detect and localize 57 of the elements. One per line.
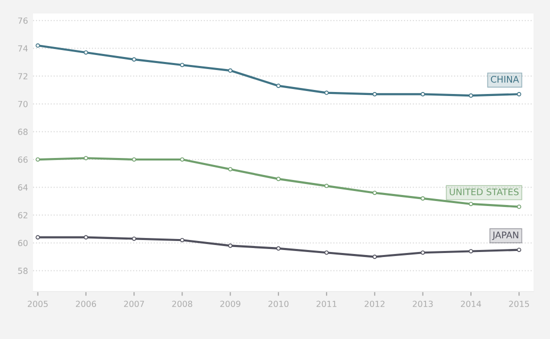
series-label: CHINA [490,76,519,83]
series-label: UNITED STATES [450,188,519,196]
y-tick-label: 76 [18,17,28,24]
y-tick-label: 74 [18,45,28,52]
point [372,92,377,96]
point [516,92,522,96]
x-tick-label: 2008 [172,300,192,308]
point [36,235,40,240]
x-tick-label: 2007 [124,300,144,308]
series-label: JAPAN [492,232,518,240]
x-tick-label: 2011 [316,300,336,308]
point [36,43,40,48]
point [180,62,184,68]
x-tick-label: 2012 [364,300,384,308]
x-tick-label: 2010 [268,300,288,308]
point [132,157,136,162]
point [516,248,522,252]
point [132,236,136,241]
y-tick-label: 68 [18,128,28,135]
point [276,246,281,251]
point [84,50,88,55]
x-tick-label: 2006 [76,300,96,308]
point [180,238,184,242]
y-tick-label: 62 [18,212,28,218]
point [372,254,377,259]
point [36,157,40,162]
y-tick-label: 66 [18,156,28,163]
point [228,167,232,172]
y-tick-label: 60 [18,240,28,246]
point [84,156,88,160]
point [516,204,522,209]
point [420,196,425,201]
point [468,202,474,206]
point [468,93,474,98]
point [468,249,474,254]
x-tick-label: 2015 [509,300,529,308]
point [324,184,329,188]
point [228,244,232,248]
point [420,250,425,255]
y-tick-label: 58 [18,268,28,274]
point [324,90,329,95]
point [228,68,232,73]
point [84,235,88,240]
x-tick-label: 2014 [460,300,482,308]
point [324,250,329,255]
point [132,57,136,62]
y-tick-label: 70 [18,100,28,108]
y-tick-label: 64 [18,184,28,191]
x-tick-label: 2005 [28,300,48,308]
x-tick-label: 2009 [220,300,240,308]
y-tick-label: 72 [18,73,28,80]
point [180,157,184,162]
x-tick-label: 2013 [412,300,433,308]
point [276,176,281,182]
point [372,190,377,196]
point [276,84,281,88]
point [420,92,425,96]
